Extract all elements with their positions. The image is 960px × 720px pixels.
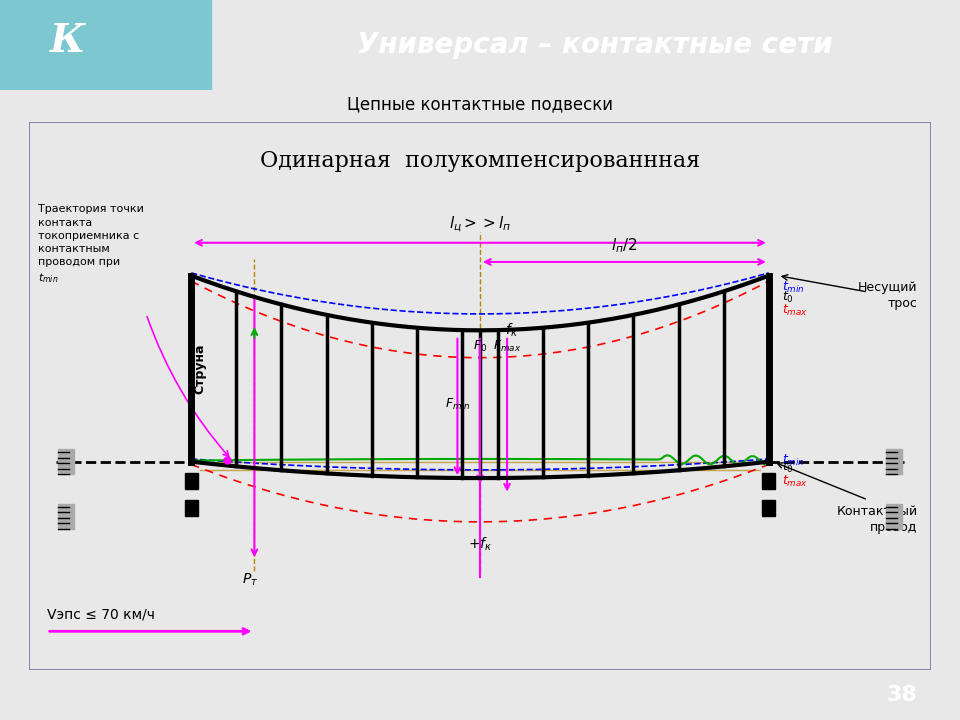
Text: К: К <box>50 22 84 60</box>
Bar <box>886 449 902 474</box>
Text: Несущий
трос: Несущий трос <box>858 281 918 310</box>
Bar <box>58 449 74 474</box>
Text: Универсал – контактные сети: Универсал – контактные сети <box>357 31 833 59</box>
Text: Одинарная  полукомпенсированнная: Одинарная полукомпенсированнная <box>260 150 700 171</box>
Text: $t_0$: $t_0$ <box>782 460 794 475</box>
Text: $F_{max}$: $F_{max}$ <box>492 338 521 354</box>
Text: $t_0$: $t_0$ <box>782 289 794 305</box>
Text: $+f_к$: $+f_к$ <box>468 536 492 553</box>
Text: Траектория точки
контакта
токоприемника с
контактным
проводом при
$t_{min}$: Траектория точки контакта токоприемника … <box>37 204 144 285</box>
Text: $F_{min}$: $F_{min}$ <box>444 397 470 412</box>
Text: $P_т$: $P_т$ <box>242 571 258 588</box>
Bar <box>0 0 211 90</box>
Bar <box>185 500 198 516</box>
Text: $-f_к$: $-f_к$ <box>493 322 517 339</box>
Text: $t_{max}$: $t_{max}$ <box>782 474 808 489</box>
Bar <box>762 472 775 489</box>
Text: 38: 38 <box>887 685 918 705</box>
Text: $F_0$: $F_0$ <box>473 338 487 354</box>
Text: $l_п/2$: $l_п/2$ <box>612 237 637 256</box>
Text: Струна: Струна <box>194 343 206 394</box>
Text: $t_{max}$: $t_{max}$ <box>782 302 808 318</box>
Text: Цепные контактные подвески: Цепные контактные подвески <box>347 96 613 114</box>
Bar <box>58 504 74 528</box>
Bar <box>886 504 902 528</box>
Text: $l_ц >> l_п$: $l_ц >> l_п$ <box>449 215 511 235</box>
Text: Vэпс ≤ 70 км/ч: Vэпс ≤ 70 км/ч <box>47 608 155 622</box>
Text: $t_{min}$: $t_{min}$ <box>782 452 805 467</box>
Text: $t_{min}$: $t_{min}$ <box>782 279 805 294</box>
Bar <box>762 500 775 516</box>
Bar <box>185 472 198 489</box>
Text: Контактный
провод: Контактный провод <box>836 505 918 534</box>
